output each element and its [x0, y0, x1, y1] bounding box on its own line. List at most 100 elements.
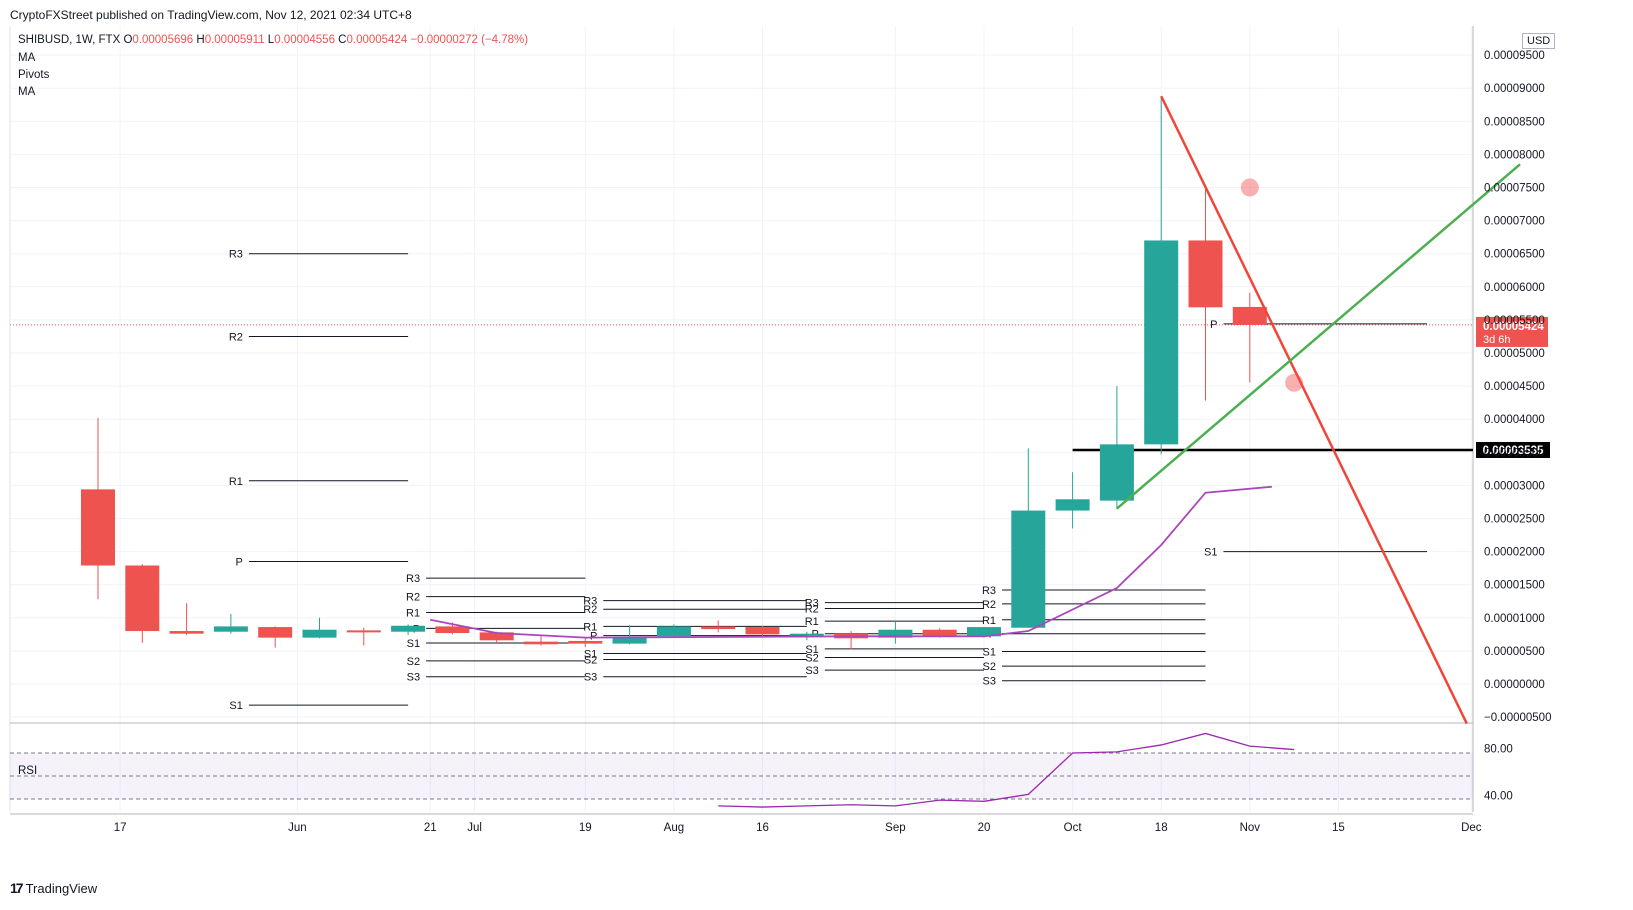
- pivot-label-r1: R1: [583, 621, 597, 633]
- moving-average-line: [430, 485, 1273, 639]
- publisher-header: CryptoFXStreet published on TradingView.…: [10, 8, 412, 22]
- price-tick-label: 0.00009500: [1484, 50, 1545, 62]
- time-tick-label: 21: [424, 822, 437, 834]
- rsi-line: [718, 732, 1295, 808]
- ohlc-legend: SHIBUSD, 1W, FTX O0.00005696 H0.00005911…: [18, 34, 528, 46]
- pivot-label-r2: R2: [982, 599, 996, 611]
- low-value: 0.00004556: [274, 34, 335, 46]
- candle-body-down: [568, 640, 603, 644]
- trendline-ascending: [1116, 163, 1521, 510]
- pivot-label-s1: S1: [1204, 547, 1217, 559]
- candle-body-down: [435, 626, 470, 634]
- close-value: 0.00005424: [346, 34, 408, 46]
- pivot-label-r3: R3: [406, 573, 420, 585]
- pivot-label-r3: R3: [229, 249, 243, 261]
- tradingview-footer[interactable]: 17 TradingView: [10, 880, 97, 896]
- pivot-label-r2: R2: [805, 604, 819, 616]
- time-axis: 17 Jun 21 Jul 19 Aug 16 Sep 20 Oct 18 Nov 15 Dec: [114, 822, 1482, 834]
- candle-body-down: [701, 626, 736, 630]
- candle-body-down: [346, 630, 381, 633]
- price-tick-label: 0.00001000: [1484, 613, 1545, 625]
- rsi-label[interactable]: RSI: [18, 765, 38, 777]
- time-tick-label: 18: [1155, 822, 1168, 834]
- time-tick-label: 15: [1332, 822, 1345, 834]
- pivot-label-r1: R1: [406, 608, 420, 620]
- time-tick-label: Oct: [1064, 822, 1083, 834]
- support-price-tag-label: 0.00003535: [1483, 445, 1544, 457]
- price-tick-label: 0.00005500: [1484, 315, 1545, 327]
- candle-body-down: [922, 629, 957, 637]
- time-tick-label: 20: [978, 822, 991, 834]
- candle-body-down: [479, 632, 514, 641]
- pivot-label-r1: R1: [805, 616, 819, 628]
- price-tick-label: 0.00009000: [1484, 83, 1545, 95]
- pivot-label-s2: S2: [407, 656, 420, 668]
- close-label: C: [338, 34, 347, 46]
- candle-body-down: [1188, 240, 1223, 308]
- pivot-label-s3: S3: [584, 672, 597, 684]
- price-tick-label: 0.00006500: [1484, 249, 1545, 261]
- pivot-label-r3: R3: [805, 598, 819, 610]
- candle-body-up: [302, 629, 337, 638]
- time-tick-label: Nov: [1240, 822, 1261, 834]
- pivot-label-s2: S2: [983, 661, 996, 673]
- price-axis: 0.00009500 0.00009000 0.00008500 0.00008000…: [1484, 50, 1551, 724]
- high-label: H: [196, 34, 205, 46]
- pivot-label-s3: S3: [983, 676, 996, 688]
- touch-markers: [1240, 178, 1304, 392]
- candle-body-up: [1144, 240, 1179, 445]
- rsi-tick-label: 80.00: [1484, 744, 1513, 756]
- countdown-label: 3d 6h: [1483, 334, 1511, 346]
- time-tick-label: Jun: [288, 822, 307, 834]
- time-tick-label: Jul: [467, 822, 482, 834]
- pivot-label-s3: S3: [407, 672, 420, 684]
- rsi-pane: 80.00 40.00: [10, 732, 1513, 808]
- last-price-label: 0.00005424: [1483, 321, 1544, 333]
- candle-body-down: [81, 489, 115, 566]
- price-tick-label: 0.00007000: [1484, 216, 1545, 228]
- support-line: 0.00003535: [1072, 441, 1550, 458]
- candle-body-up: [1055, 499, 1090, 511]
- last-price-tag: [1476, 316, 1548, 347]
- candle-body-up: [612, 636, 647, 644]
- high-value: 0.00005911: [204, 34, 265, 46]
- price-tick-label: 0.00006000: [1484, 282, 1545, 294]
- price-tick-label: 0.00004000: [1484, 414, 1545, 426]
- pivot-label-s2: S2: [805, 653, 818, 665]
- price-tick-label: −0.00000500: [1484, 712, 1551, 724]
- price-tick-label: 0.00002000: [1484, 547, 1545, 559]
- indicator-pivots[interactable]: Pivots: [18, 69, 50, 81]
- rsi-tick-label: 40.00: [1484, 791, 1513, 803]
- candle-body-up: [1099, 444, 1134, 501]
- moving-average: [430, 485, 1273, 639]
- pivot-label-r1: R1: [229, 476, 243, 488]
- candle-body-down: [745, 627, 780, 635]
- tradingview-brand: TradingView: [25, 880, 98, 896]
- candle-body-down: [524, 641, 558, 645]
- indicator-ma-1[interactable]: MA: [18, 52, 36, 64]
- pivot-label-s1: S1: [983, 647, 996, 659]
- pivot-label-s2: S2: [584, 655, 597, 667]
- symbol-label: SHIBUSD, 1W, FTX: [18, 34, 121, 46]
- price-tick-label: 0.00000500: [1484, 646, 1545, 658]
- time-tick-label: Aug: [664, 822, 684, 834]
- currency-button[interactable]: USD: [1522, 33, 1556, 49]
- candle-body-down: [258, 627, 293, 638]
- price-tick-label: 0.00003000: [1484, 480, 1545, 492]
- candle-body-down: [125, 565, 160, 632]
- time-tick-label: Sep: [885, 822, 905, 834]
- price-tick-label: 0.00000000: [1484, 679, 1545, 691]
- support-price-tag: [1476, 441, 1550, 458]
- trendlines: [1116, 95, 1521, 725]
- indicator-ma-2[interactable]: MA: [18, 86, 36, 98]
- candle-body-up: [967, 627, 1001, 637]
- low-label: L: [267, 34, 275, 46]
- time-tick-label: Dec: [1461, 822, 1482, 834]
- pane-borders: [9, 26, 1474, 815]
- time-tick-label: 16: [756, 822, 769, 834]
- pivot-label-s1: S1: [407, 638, 420, 650]
- candle-body-up: [213, 626, 248, 632]
- candle-body-up: [656, 626, 691, 637]
